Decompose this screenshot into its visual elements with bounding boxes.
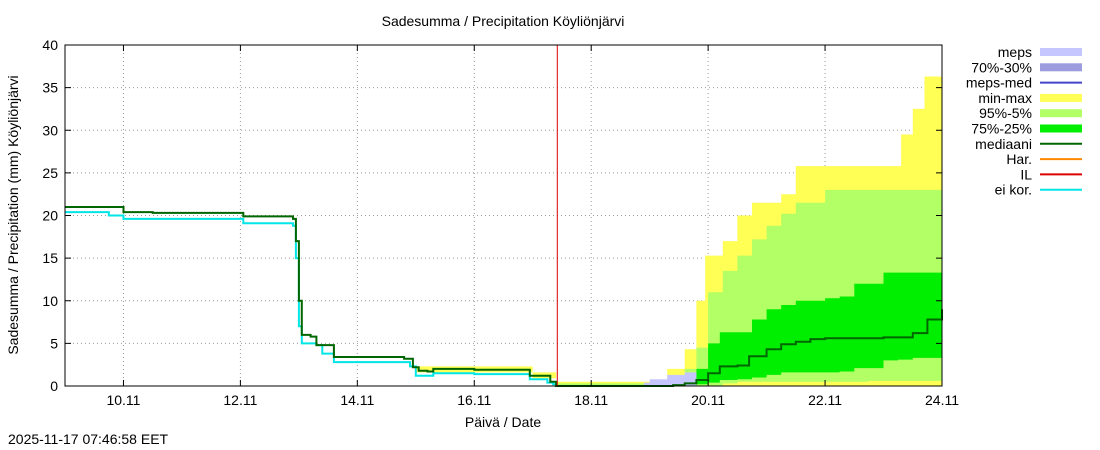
y-tick-label: 0 <box>50 378 58 394</box>
bands <box>415 76 942 386</box>
legend-label-95-5-: 95%-5% <box>979 105 1032 121</box>
x-tick-label: 16.11 <box>457 392 491 408</box>
y-tick-label: 30 <box>42 122 58 138</box>
legend-swatch-70-30- <box>1040 63 1082 72</box>
y-tick-label: 10 <box>42 293 58 309</box>
legend-swatch-min-max <box>1040 93 1082 102</box>
legend: meps70%-30%meps-medmin-max95%-5%75%-25%m… <box>966 44 1082 198</box>
series-line-mediaani <box>65 206 943 387</box>
legend-label-min-max: min-max <box>978 90 1032 106</box>
y-tick-label: 5 <box>50 335 58 351</box>
y-tick-label: 35 <box>42 80 58 96</box>
legend-swatch-95-5- <box>1040 109 1082 118</box>
lines <box>65 45 943 387</box>
legend-label-70-30-: 70%-30% <box>971 59 1032 75</box>
x-tick-label: 20.11 <box>691 392 725 408</box>
y-tick-label: 40 <box>42 37 58 53</box>
y-tick-label: 25 <box>42 165 58 181</box>
band-75-25- <box>667 259 942 386</box>
y-axis-label: Sadesumma / Precipitation (mm) Köyliönjä… <box>5 75 21 354</box>
legend-label-ei-kor-: ei kor. <box>995 182 1032 198</box>
x-tick-label: 18.11 <box>574 392 608 408</box>
legend-label-75-25-: 75%-25% <box>971 121 1032 137</box>
legend-swatch-75-25- <box>1040 124 1082 133</box>
legend-label-meps: meps <box>998 44 1032 60</box>
x-tick-label: 14.11 <box>340 392 374 408</box>
x-tick-label: 12.11 <box>223 392 257 408</box>
timestamp: 2025-11-17 07:46:58 EET <box>8 431 169 447</box>
legend-label-mediaani: mediaani <box>975 136 1032 152</box>
x-tick-label: 22.11 <box>808 392 842 408</box>
band-meps <box>643 372 697 386</box>
grid <box>65 45 942 386</box>
x-tick-label: 10.11 <box>106 392 140 408</box>
chart-title: Sadesumma / Precipitation Köyliönjärvi <box>382 13 625 29</box>
y-tick-label: 15 <box>42 250 58 266</box>
x-axis-label: Päivä / Date <box>465 414 541 430</box>
y-tick-label: 20 <box>42 208 58 224</box>
legend-swatch-meps <box>1040 48 1082 56</box>
legend-label-meps-med: meps-med <box>966 75 1032 91</box>
legend-label-il: IL <box>1020 166 1032 182</box>
axis-ticks: 0 5 10 15 20 25 30 35 40 10.11 12.11 14.11 16.11 18.1… <box>42 37 959 408</box>
x-tick-label: 24.11 <box>925 392 959 408</box>
legend-label-har-: Har. <box>1006 151 1032 167</box>
